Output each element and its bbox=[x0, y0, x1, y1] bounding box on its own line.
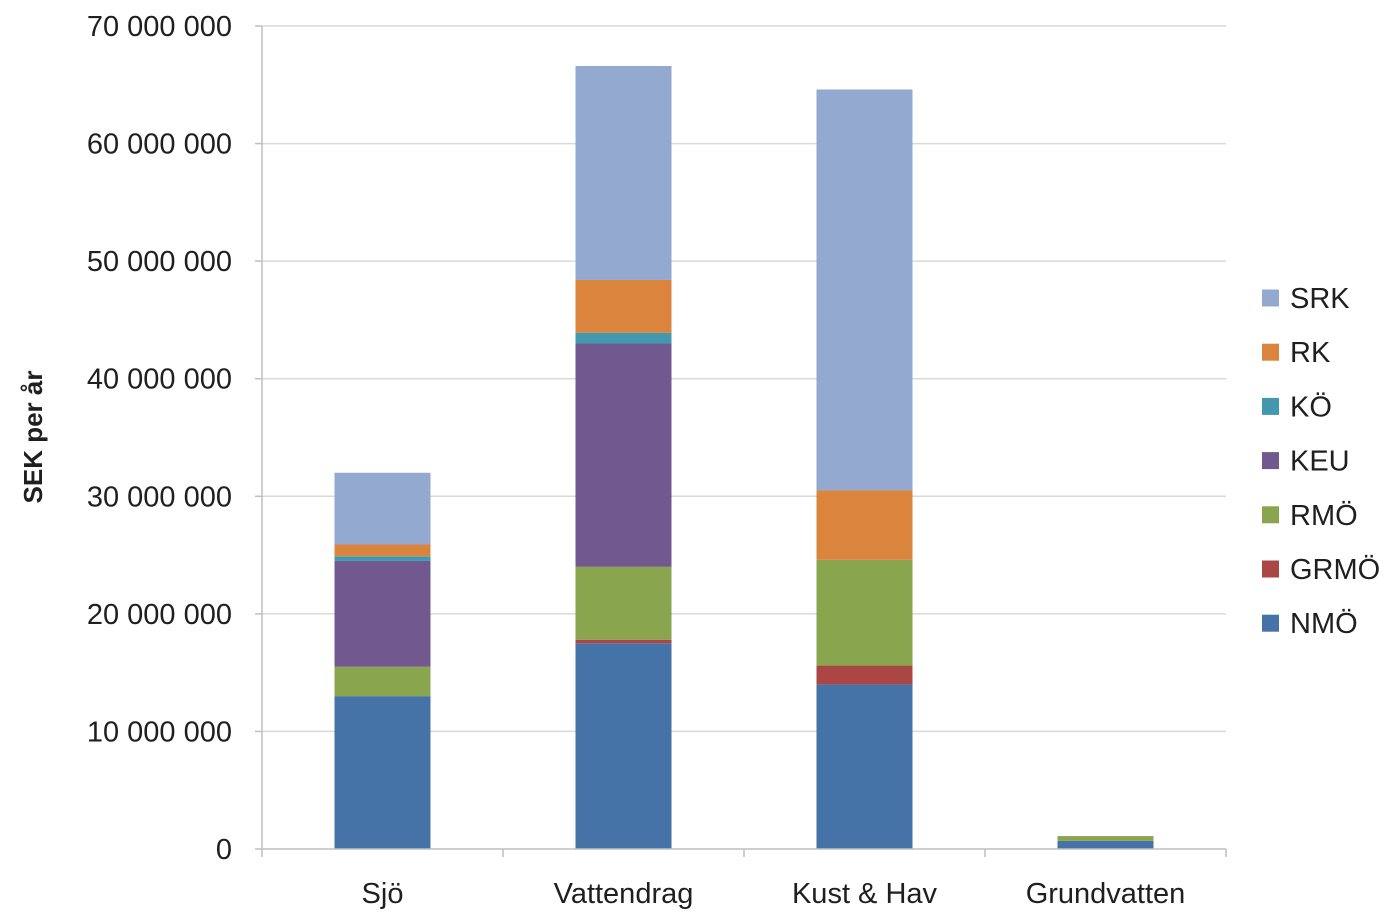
bar-segment-grmö bbox=[575, 639, 672, 644]
legend-item: KEU bbox=[1262, 446, 1350, 478]
bar-segment-rk bbox=[334, 544, 431, 557]
legend-label: RMÖ bbox=[1290, 500, 1358, 532]
bar-segment-nmö bbox=[575, 643, 672, 849]
bar-segment-nmö bbox=[334, 696, 431, 849]
legend-item: KÖ bbox=[1262, 391, 1332, 423]
legend-label: SRK bbox=[1290, 283, 1350, 315]
bars bbox=[334, 65, 1154, 849]
legend-item: RMÖ bbox=[1262, 500, 1358, 532]
y-tick-label: 60 000 000 bbox=[87, 129, 232, 161]
y-tick-labels: 0 10 000 000 20 000 000 30 000 000 40 000 00… bbox=[87, 11, 232, 866]
bar-segment-rk bbox=[816, 490, 913, 560]
x-category-label: Vattendrag bbox=[554, 878, 694, 910]
bar-segment-kö bbox=[575, 332, 672, 344]
legend-label: NMÖ bbox=[1290, 608, 1358, 640]
legend-item: RK bbox=[1262, 337, 1331, 369]
bar-segment-rmö bbox=[816, 559, 913, 666]
legend-swatch bbox=[1262, 560, 1279, 578]
legend-item: NMÖ bbox=[1262, 608, 1358, 640]
legend-swatch bbox=[1262, 343, 1279, 361]
y-tick-label: 20 000 000 bbox=[87, 599, 232, 631]
x-category-label: Sjö bbox=[362, 878, 404, 910]
x-category-labels: Sjö Vattendrag Kust & Hav Grundvatten bbox=[362, 878, 1186, 910]
y-tick-label: 30 000 000 bbox=[87, 481, 232, 513]
bar-segment-srk bbox=[575, 65, 672, 280]
bar-segment-keu bbox=[334, 560, 431, 667]
y-tick-label: 40 000 000 bbox=[87, 364, 232, 396]
x-category-label: Grundvatten bbox=[1026, 878, 1186, 910]
legend-label: RK bbox=[1290, 337, 1331, 369]
y-tick-label: 70 000 000 bbox=[87, 11, 232, 43]
axes bbox=[255, 25, 1227, 857]
y-tick-label: 0 bbox=[216, 834, 232, 866]
bar-segment-rmö bbox=[1057, 836, 1154, 841]
legend-swatch bbox=[1262, 397, 1279, 415]
bar-segment-nmö bbox=[1057, 840, 1154, 849]
legend-item: GRMÖ bbox=[1262, 554, 1380, 586]
bar-segment-grmö bbox=[816, 665, 913, 685]
bar-segment-srk bbox=[816, 89, 913, 491]
legend: SRK RK KÖ KEU RMÖ GRMÖ NMÖ bbox=[1262, 283, 1380, 640]
bar-segment-keu bbox=[575, 343, 672, 567]
bar-segment-kö bbox=[334, 556, 431, 561]
legend-swatch bbox=[1262, 289, 1279, 307]
y-tick-label: 10 000 000 bbox=[87, 716, 232, 748]
legend-swatch bbox=[1262, 452, 1279, 470]
legend-label: KEU bbox=[1290, 446, 1350, 478]
bar-segment-nmö bbox=[816, 684, 913, 849]
y-tick-label: 50 000 000 bbox=[87, 246, 232, 278]
bar-segment-rk bbox=[575, 279, 672, 333]
bar-segment-rmö bbox=[334, 666, 431, 697]
x-category-label: Kust & Hav bbox=[792, 878, 938, 910]
legend-swatch bbox=[1262, 506, 1279, 524]
legend-item: SRK bbox=[1262, 283, 1350, 315]
bar-segment-srk bbox=[334, 472, 431, 545]
legend-label: KÖ bbox=[1290, 391, 1332, 423]
y-axis-label: SEK per år bbox=[18, 371, 48, 504]
legend-swatch bbox=[1262, 614, 1279, 632]
legend-label: GRMÖ bbox=[1290, 554, 1380, 586]
bar-segment-rmö bbox=[575, 566, 672, 640]
